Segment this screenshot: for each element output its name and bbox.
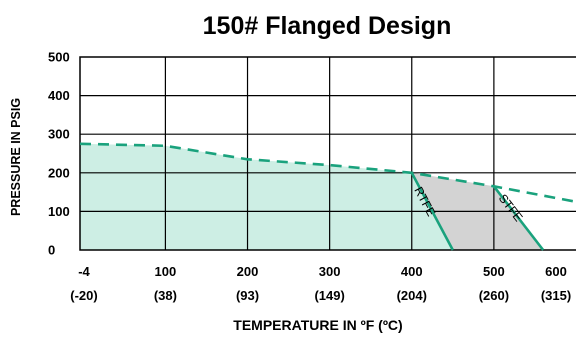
x-tick-label-f: 500: [483, 264, 505, 279]
x-tick-label-c: (149): [314, 288, 344, 303]
x-tick-label-c: (-20): [70, 288, 97, 303]
y-tick-label: 300: [48, 127, 70, 142]
x-tick-label-f: 400: [401, 264, 423, 279]
x-tick-label-f: -4: [78, 264, 90, 279]
chart-title: 150# Flanged Design: [203, 12, 452, 40]
y-axis-label: PRESSURE IN PSIG: [9, 98, 23, 216]
x-tick-label-f: 200: [237, 264, 259, 279]
x-tick-label-c: (204): [397, 288, 427, 303]
stfe-line: [492, 185, 545, 251]
rtfe-line: [410, 172, 454, 251]
x-tick-label-c: (38): [154, 288, 177, 303]
x-tick-label-f: 100: [155, 264, 177, 279]
plot-area: [79, 56, 576, 251]
rtfe-area: [80, 143, 453, 250]
y-tick-label: 0: [48, 243, 55, 258]
y-tick-label: 100: [48, 204, 70, 219]
tick-labels: 500 400 300 200 100 0 -4 (-20) 100 (38) 200 (93) 300…: [48, 50, 571, 304]
plot-border: [79, 56, 576, 251]
x-tick-label-c: (93): [236, 288, 259, 303]
x-tick-label-f: 300: [319, 264, 341, 279]
y-tick-label: 500: [48, 50, 70, 65]
x-tick-label-c: (260): [479, 288, 509, 303]
x-axis-label: TEMPERATURE IN ºF (ºC): [233, 317, 402, 333]
x-tick-label-f: 600: [545, 264, 567, 279]
y-tick-label: 200: [48, 165, 70, 180]
x-tick-label-c: (315): [541, 288, 571, 303]
y-tick-label: 400: [48, 88, 70, 103]
